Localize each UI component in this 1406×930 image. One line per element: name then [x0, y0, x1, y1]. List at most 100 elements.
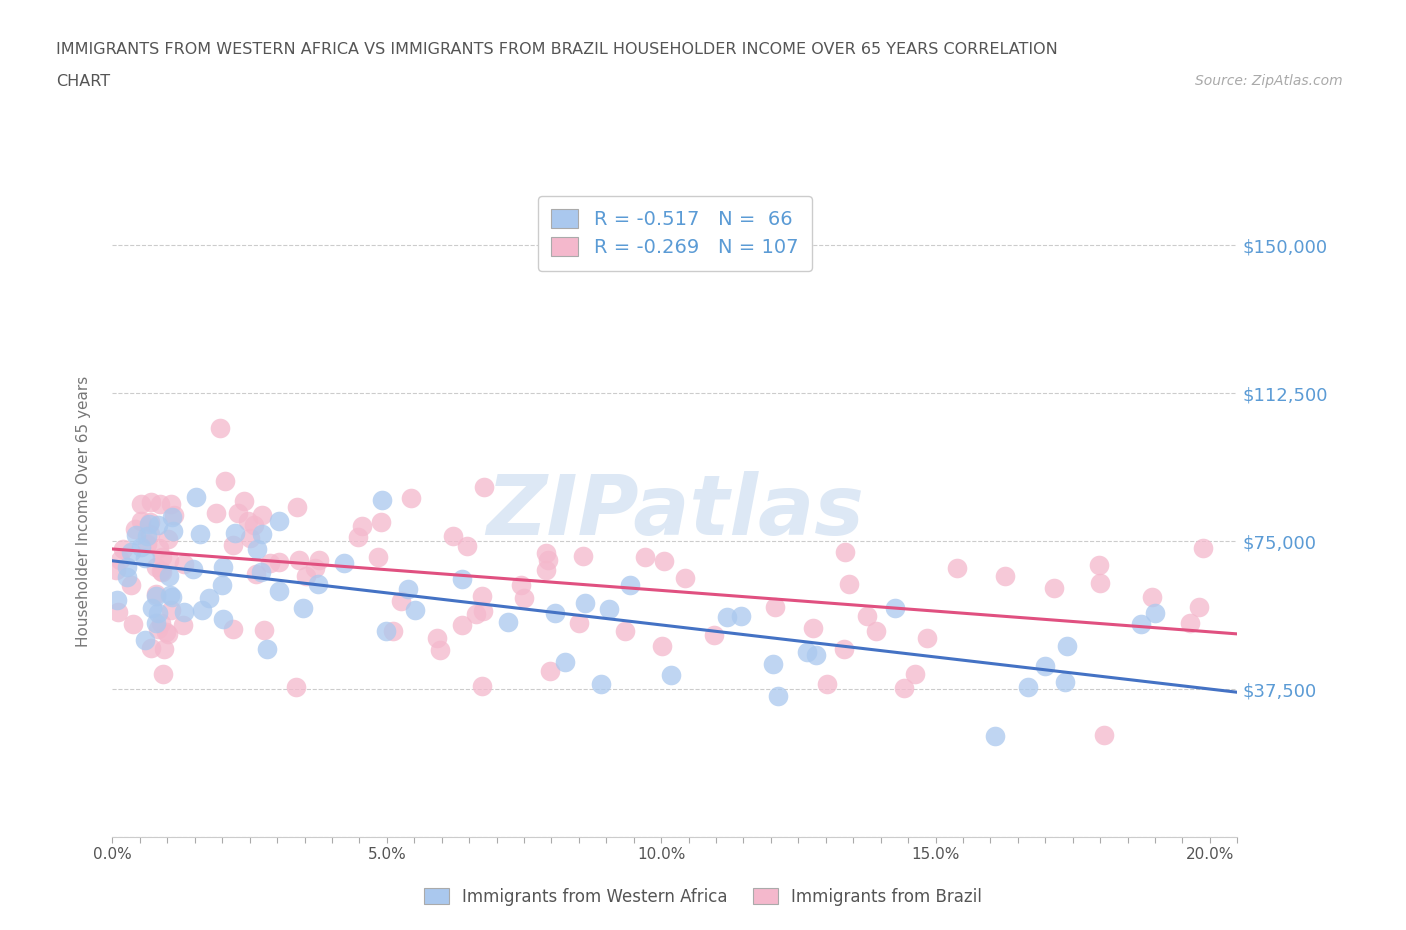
Point	[208, 420, 231, 435]
Point	[112, 541, 135, 556]
Point	[228, 506, 250, 521]
Point	[404, 603, 426, 618]
Point	[537, 552, 560, 567]
Point	[426, 631, 449, 645]
Point	[1092, 727, 1115, 742]
Point	[148, 540, 170, 555]
Point	[765, 600, 787, 615]
Point	[510, 578, 533, 592]
Point	[598, 602, 620, 617]
Point	[250, 565, 273, 579]
Point	[389, 593, 412, 608]
Point	[134, 632, 156, 647]
Point	[915, 631, 938, 645]
Point	[139, 494, 162, 509]
Point	[544, 606, 567, 621]
Point	[651, 639, 673, 654]
Point	[904, 666, 927, 681]
Point	[172, 618, 194, 632]
Point	[152, 667, 174, 682]
Point	[893, 681, 915, 696]
Point	[205, 506, 228, 521]
Point	[124, 522, 146, 537]
Point	[150, 550, 173, 565]
Point	[815, 676, 838, 691]
Point	[153, 642, 176, 657]
Point	[984, 728, 1007, 743]
Point	[994, 569, 1017, 584]
Point	[399, 491, 422, 506]
Point	[157, 568, 180, 583]
Point	[456, 538, 478, 553]
Point	[574, 595, 596, 610]
Point	[120, 578, 142, 592]
Point	[162, 524, 184, 538]
Point	[761, 657, 783, 671]
Point	[160, 603, 183, 618]
Point	[1144, 605, 1167, 620]
Point	[191, 603, 214, 618]
Point	[267, 514, 290, 529]
Point	[1056, 638, 1078, 653]
Point	[159, 588, 181, 603]
Point	[238, 513, 260, 528]
Point	[659, 667, 682, 682]
Point	[619, 578, 641, 592]
Point	[253, 623, 276, 638]
Point	[838, 577, 860, 591]
Point	[246, 541, 269, 556]
Point	[162, 508, 184, 523]
Point	[155, 624, 177, 639]
Point	[146, 518, 169, 533]
Point	[250, 526, 273, 541]
Point	[285, 499, 308, 514]
Point	[512, 591, 534, 605]
Point	[471, 589, 494, 604]
Point	[613, 624, 636, 639]
Point	[451, 618, 474, 632]
Point	[149, 497, 172, 512]
Point	[946, 560, 969, 575]
Point	[804, 647, 827, 662]
Text: IMMIGRANTS FROM WESTERN AFRICA VS IMMIGRANTS FROM BRAZIL HOUSEHOLDER INCOME OVER: IMMIGRANTS FROM WESTERN AFRICA VS IMMIGR…	[56, 42, 1057, 57]
Point	[333, 555, 356, 570]
Point	[346, 529, 368, 544]
Point	[1188, 599, 1211, 614]
Point	[1178, 616, 1201, 631]
Point	[108, 552, 131, 567]
Point	[107, 604, 129, 619]
Point	[157, 626, 180, 641]
Point	[198, 591, 221, 605]
Point	[884, 601, 907, 616]
Point	[450, 571, 472, 586]
Point	[375, 624, 398, 639]
Point	[730, 609, 752, 624]
Point	[181, 561, 204, 576]
Point	[222, 538, 245, 552]
Point	[865, 624, 887, 639]
Point	[115, 560, 138, 575]
Point	[834, 545, 856, 560]
Point	[222, 622, 245, 637]
Point	[1142, 590, 1164, 604]
Text: Source: ZipAtlas.com: Source: ZipAtlas.com	[1195, 74, 1343, 88]
Point	[652, 554, 675, 569]
Point	[568, 616, 591, 631]
Point	[145, 589, 167, 604]
Point	[150, 616, 173, 631]
Point	[139, 640, 162, 655]
Point	[160, 497, 183, 512]
Point	[188, 527, 211, 542]
Point	[224, 525, 246, 540]
Point	[1043, 580, 1066, 595]
Point	[145, 559, 167, 574]
Point	[162, 590, 184, 604]
Point	[104, 563, 127, 578]
Point	[256, 642, 278, 657]
Point	[536, 545, 558, 560]
Point	[589, 676, 612, 691]
Point	[211, 560, 233, 575]
Y-axis label: Householder Income Over 65 years: Householder Income Over 65 years	[76, 376, 91, 647]
Point	[186, 489, 208, 504]
Point	[233, 494, 256, 509]
